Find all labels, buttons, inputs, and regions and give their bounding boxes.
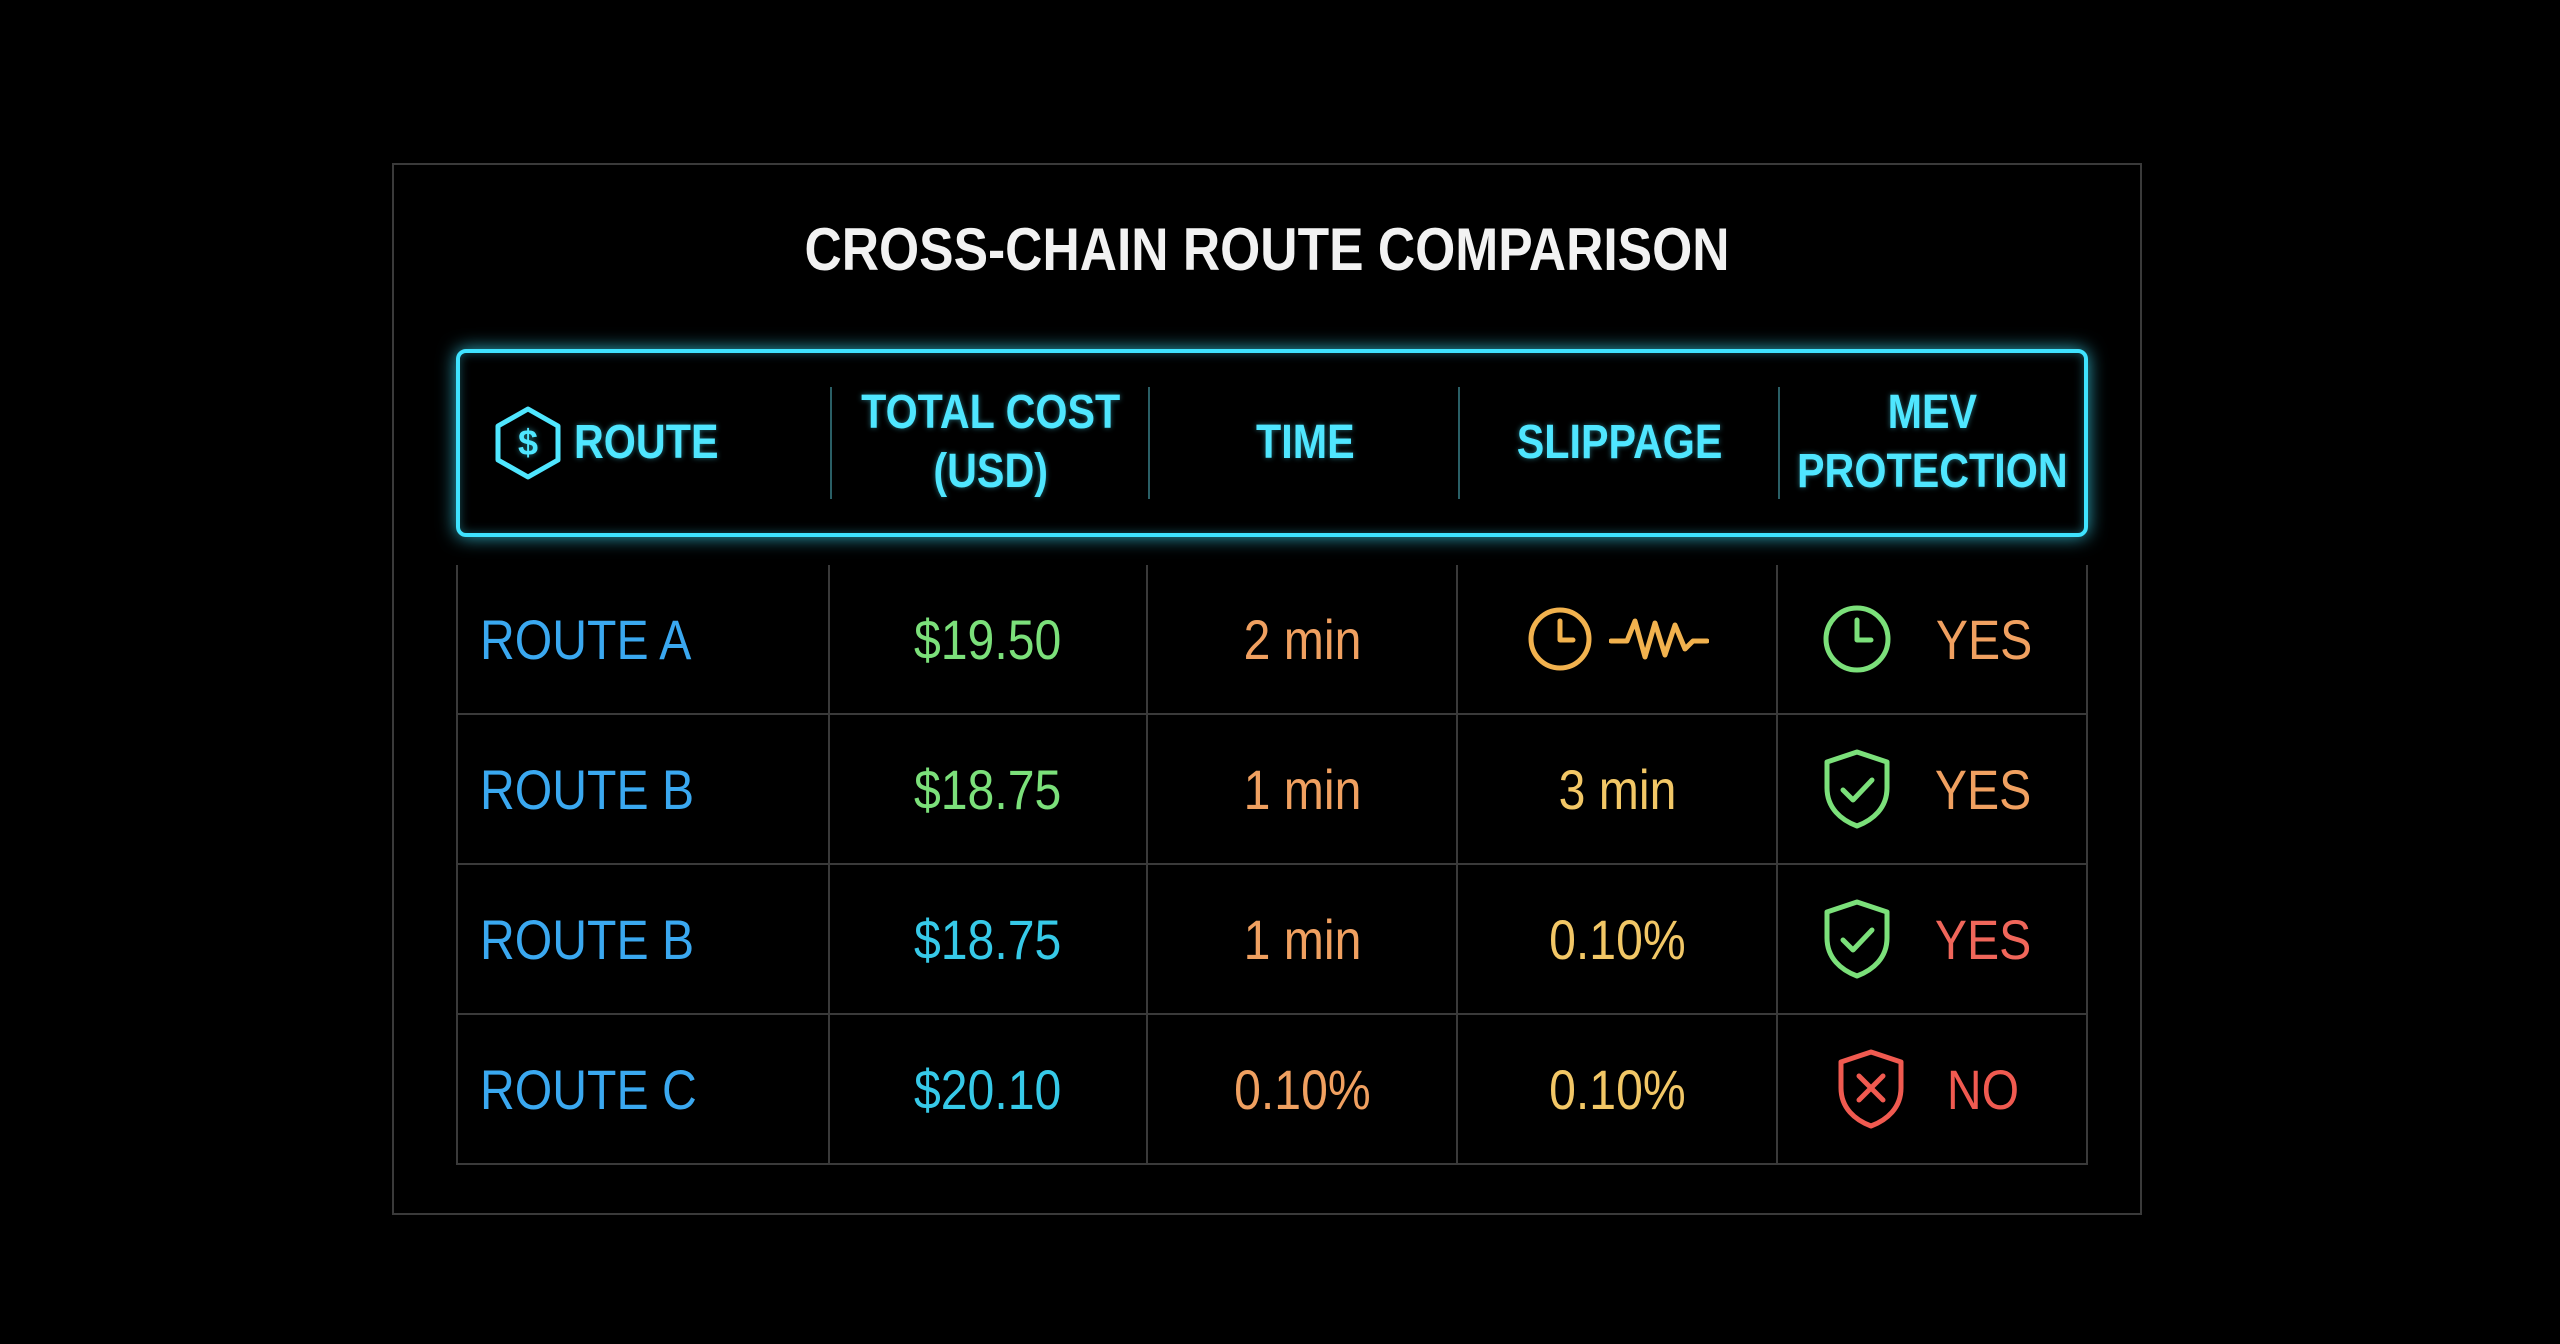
- header-slippage: SLIPPAGE: [1460, 353, 1780, 533]
- route-name: ROUTE B: [480, 907, 695, 971]
- dollar-hexagon-icon: $: [490, 405, 566, 481]
- route-name: ROUTE A: [480, 607, 692, 671]
- mev-value: YES: [1934, 757, 2032, 821]
- header-time: TIME: [1150, 353, 1460, 533]
- route-cell: ROUTE B: [458, 865, 830, 1013]
- cost-cell: $18.75: [830, 715, 1148, 863]
- shield-check-icon: [1821, 898, 1893, 980]
- time-cell: 1 min: [1148, 715, 1458, 863]
- time-cell: 1 min: [1148, 865, 1458, 1013]
- table-row: ROUTE B $18.75 1 min 0.10% YES: [458, 865, 2086, 1015]
- table-header: $ ROUTE TOTAL COST (USD) TIME SLIPPAGE M…: [456, 349, 2088, 537]
- shield-x-icon: [1835, 1048, 1907, 1130]
- route-cell: ROUTE B: [458, 715, 830, 863]
- slippage-value: 0.10%: [1548, 907, 1686, 971]
- shield-check-icon: [1821, 748, 1893, 830]
- header-divider: [1778, 387, 1780, 499]
- table-row: ROUTE B $18.75 1 min 3 min YES: [458, 715, 2086, 865]
- comparison-panel: CROSS-CHAIN ROUTE COMPARISON $ ROUTE TOT…: [392, 163, 2142, 1215]
- cost-cell: $20.10: [830, 1015, 1148, 1163]
- time-cell: 2 min: [1148, 565, 1458, 713]
- header-label: TIME: [1255, 415, 1355, 469]
- clock-icon: [1525, 604, 1595, 674]
- header-divider: [830, 387, 832, 499]
- route-name: ROUTE B: [480, 757, 695, 821]
- cost-value: $20.10: [914, 1057, 1062, 1121]
- time-cell: 0.10%: [1148, 1015, 1458, 1163]
- slippage-cell: 0.10%: [1458, 865, 1778, 1013]
- mev-cell: YES: [1778, 865, 2082, 1013]
- clock-icon: [1820, 602, 1894, 676]
- time-value: 1 min: [1243, 757, 1361, 821]
- waveform-icon: [1609, 609, 1709, 669]
- route-name: ROUTE C: [480, 1057, 697, 1121]
- header-label: MEV PROTECTION: [1796, 386, 2068, 498]
- table-row: ROUTE A $19.50 2 min: [458, 565, 2086, 715]
- header-divider: [1458, 387, 1460, 499]
- cost-value: $18.75: [914, 907, 1062, 971]
- slippage-value: 0.10%: [1548, 1057, 1686, 1121]
- header-divider: [1148, 387, 1150, 499]
- mev-cell: YES: [1778, 715, 2082, 863]
- slippage-cell: [1458, 565, 1778, 713]
- mev-value: YES: [1934, 907, 2032, 971]
- header-mev-protection: MEV PROTECTION: [1780, 353, 2084, 533]
- mev-value: YES: [1935, 607, 2033, 671]
- header-label: ROUTE: [574, 415, 719, 469]
- slippage-cell: 3 min: [1458, 715, 1778, 863]
- header-label: SLIPPAGE: [1517, 415, 1723, 469]
- slippage-cell: 0.10%: [1458, 1015, 1778, 1163]
- time-value: 2 min: [1243, 607, 1361, 671]
- cost-cell: $18.75: [830, 865, 1148, 1013]
- header-route: $ ROUTE: [460, 353, 832, 533]
- mev-cell: NO: [1778, 1015, 2082, 1163]
- table-row: ROUTE C $20.10 0.10% 0.10% NO: [458, 1015, 2086, 1165]
- cost-cell: $19.50: [830, 565, 1148, 713]
- cost-value: $18.75: [914, 757, 1062, 821]
- route-cell: ROUTE C: [458, 1015, 830, 1163]
- page-title: CROSS-CHAIN ROUTE COMPARISON: [804, 216, 1730, 283]
- time-value: 1 min: [1243, 907, 1361, 971]
- mev-cell: YES: [1778, 565, 2082, 713]
- time-value: 0.10%: [1233, 1057, 1371, 1121]
- mev-value: NO: [1946, 1057, 2020, 1121]
- header-label: TOTAL COST (USD): [861, 386, 1121, 498]
- route-table: ROUTE A $19.50 2 min: [456, 565, 2088, 1165]
- route-cell: ROUTE A: [458, 565, 830, 713]
- slippage-value: 3 min: [1558, 757, 1676, 821]
- header-total-cost: TOTAL COST (USD): [832, 353, 1150, 533]
- svg-text:$: $: [518, 422, 538, 463]
- cost-value: $19.50: [914, 607, 1062, 671]
